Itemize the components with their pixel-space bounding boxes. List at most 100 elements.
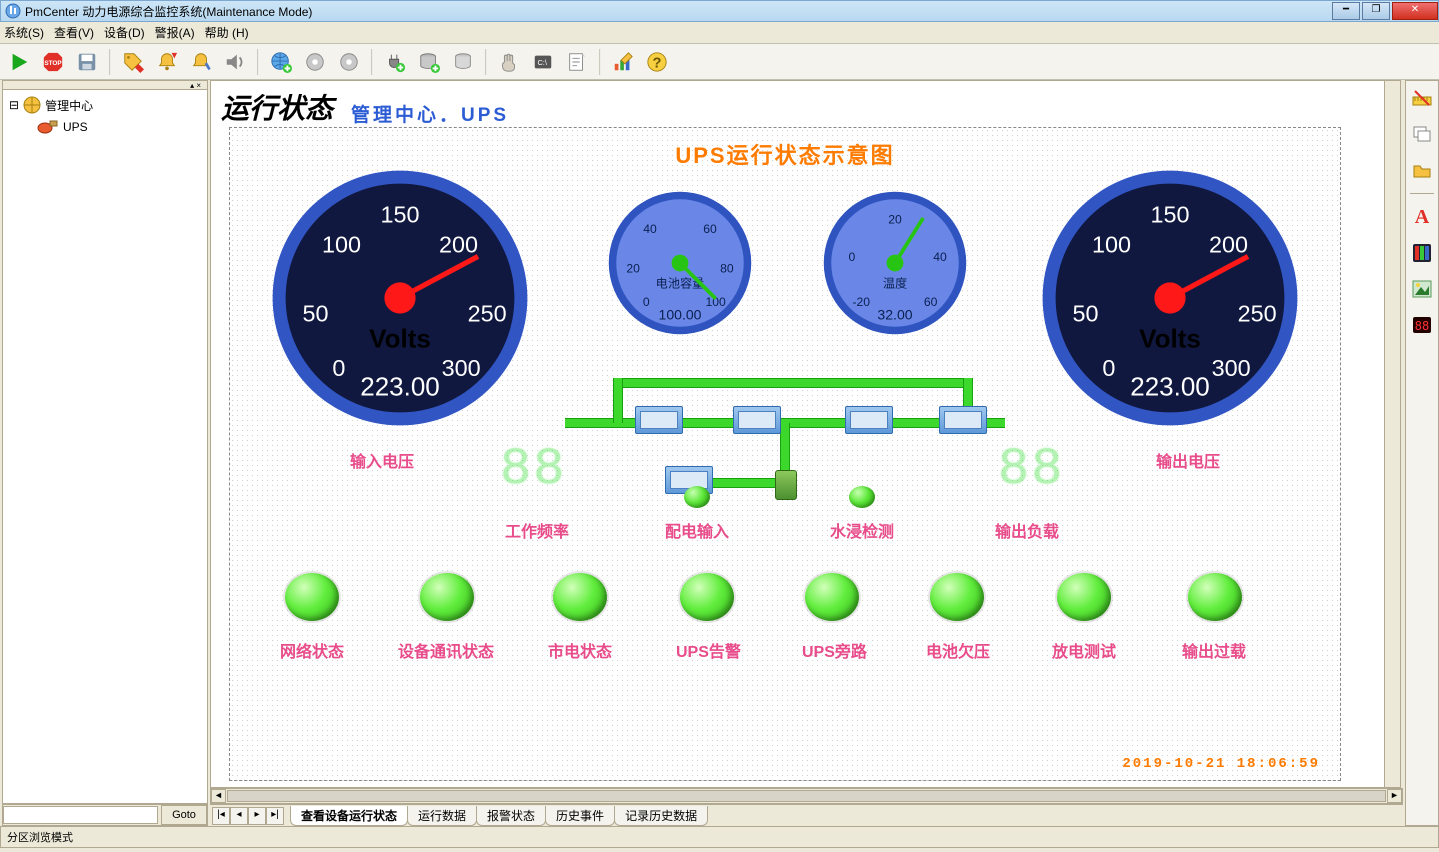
note-icon[interactable] <box>562 47 592 77</box>
tabs-bar: |◂ ◂ ▸ ▸| 查看设备运行状态 运行数据 报警状态 历史事件 记录历史数据 <box>210 804 1403 826</box>
led-output-load: 88 <box>998 440 1064 499</box>
lamp-network <box>285 573 339 621</box>
vertical-scrollbar[interactable] <box>1384 81 1400 787</box>
close-button[interactable]: ✕ <box>1392 2 1438 20</box>
menu-view[interactable]: 查看(V) <box>54 24 94 41</box>
svg-text:50: 50 <box>1072 300 1098 326</box>
bell-edit-icon[interactable] <box>186 47 216 77</box>
svg-text:300: 300 <box>442 355 481 381</box>
tab-nav-next[interactable]: ▸ <box>248 807 266 825</box>
dashboard-panel: UPS运行状态示意图 0 50 100 150 200 250 <box>229 127 1341 781</box>
tool-picture-icon[interactable] <box>1409 276 1435 302</box>
help-icon[interactable]: ? <box>642 47 672 77</box>
svg-text:20: 20 <box>888 213 902 227</box>
tool-rainbow-icon[interactable] <box>1409 240 1435 266</box>
tab-2[interactable]: 报警状态 <box>476 806 546 826</box>
tab-nav-prev[interactable]: ◂ <box>230 807 248 825</box>
svg-text:温度: 温度 <box>883 275 907 290</box>
speaker-icon[interactable] <box>220 47 250 77</box>
tab-0[interactable]: 查看设备运行状态 <box>290 806 408 826</box>
menu-bar: 系统(S) 查看(V) 设备(D) 警报(A) 帮助 (H) <box>0 22 1439 44</box>
label-output-load: 输出负载 <box>995 518 1059 542</box>
maximize-button[interactable]: ❐ <box>1362 2 1390 20</box>
page-path: 管理中心．UPS <box>351 100 509 127</box>
tools-chart-icon[interactable] <box>608 47 638 77</box>
svg-text:80: 80 <box>720 261 734 275</box>
menu-system[interactable]: 系统(S) <box>4 24 44 41</box>
left-pane: ▴ × ⊟ 管理中心 UPS Goto <box>0 80 210 826</box>
menu-help[interactable]: 帮助 (H) <box>205 24 249 41</box>
svg-text:Volts: Volts <box>369 323 431 353</box>
svg-text:50: 50 <box>302 300 328 326</box>
db-add-icon[interactable] <box>414 47 444 77</box>
terminal-icon[interactable]: C:\ <box>528 47 558 77</box>
tree-child-label: UPS <box>63 120 88 134</box>
tool-folder-icon[interactable] <box>1409 157 1435 183</box>
label-input-voltage: 输入电压 <box>350 448 414 472</box>
minimize-button[interactable]: ━ <box>1332 2 1360 20</box>
tab-3[interactable]: 历史事件 <box>545 806 615 826</box>
tab-1[interactable]: 运行数据 <box>407 806 477 826</box>
ups-dish-icon <box>37 118 59 136</box>
tab-nav-first[interactable]: |◂ <box>212 807 230 825</box>
tree-panel: ▴ × ⊟ 管理中心 UPS <box>2 80 208 804</box>
window-titlebar: PmCenter 动力电源综合监控系统(Maintenance Mode) ━ … <box>0 0 1439 22</box>
gauge-temp: -20 0 20 40 60 温度 32.00 <box>820 188 970 338</box>
pane-grip[interactable]: ▴ × <box>3 81 207 90</box>
page-header: 运行状态 管理中心．UPS <box>211 81 1351 133</box>
tab-4[interactable]: 记录历史数据 <box>614 806 708 826</box>
tool-text-icon[interactable]: A <box>1409 204 1435 230</box>
disc2-icon[interactable] <box>334 47 364 77</box>
menu-alarm[interactable]: 警报(A) <box>155 24 195 41</box>
run-button[interactable] <box>4 47 34 77</box>
svg-text:0: 0 <box>1102 355 1115 381</box>
tag-warn-icon[interactable] <box>118 47 148 77</box>
horizontal-scrollbar[interactable]: ◄ ► <box>210 788 1403 804</box>
label-input-power: 配电输入 <box>665 518 729 542</box>
tree-child-ups[interactable]: UPS <box>35 116 203 138</box>
label-status-1: 设备通讯状态 <box>398 638 494 662</box>
goto-button[interactable]: Goto <box>161 805 207 825</box>
db-grey-icon[interactable] <box>448 47 478 77</box>
right-toolbox: A 88 <box>1405 80 1439 826</box>
gauge-output-voltage: 0 50 100 150 200 250 300 Volts 223.00 <box>1040 168 1300 428</box>
svg-text:200: 200 <box>439 232 478 258</box>
svg-text:C:\: C:\ <box>538 57 548 66</box>
save-button[interactable] <box>72 47 102 77</box>
tool-led-icon[interactable]: 88 <box>1409 312 1435 338</box>
svg-text:223.00: 223.00 <box>1130 372 1210 402</box>
globe-icon <box>23 96 41 114</box>
timestamp: 2019-10-21 18:06:59 <box>1122 756 1320 772</box>
label-status-5: 电池欠压 <box>926 638 990 662</box>
lamp-input-power <box>684 486 710 508</box>
tool-stack-icon[interactable] <box>1409 121 1435 147</box>
lamp-water <box>849 486 875 508</box>
label-status-2: 市电状态 <box>548 638 612 662</box>
goto-bar: Goto <box>2 804 208 826</box>
svg-text:200: 200 <box>1209 232 1248 258</box>
globe-add-icon[interactable] <box>266 47 296 77</box>
window-title: PmCenter 动力电源综合监控系统(Maintenance Mode) <box>25 3 312 20</box>
hand-icon[interactable] <box>494 47 524 77</box>
svg-text:-20: -20 <box>852 295 870 309</box>
tool-ruler-icon[interactable] <box>1409 85 1435 111</box>
goto-input[interactable] <box>3 806 158 824</box>
expand-icon[interactable]: ⊟ <box>9 98 19 112</box>
stop-button[interactable]: STOP <box>38 47 68 77</box>
canvas: 运行状态 管理中心．UPS UPS运行状态示意图 0 50 100 <box>210 80 1401 788</box>
label-status-3: UPS告警 <box>676 638 741 662</box>
menu-device[interactable]: 设备(D) <box>104 24 145 41</box>
label-status-0: 网络状态 <box>280 638 344 662</box>
plug-add-icon[interactable] <box>380 47 410 77</box>
tab-nav-last[interactable]: ▸| <box>266 807 284 825</box>
svg-text:?: ? <box>653 55 662 71</box>
label-status-7: 输出过载 <box>1182 638 1246 662</box>
lamp-devcomm <box>420 573 474 621</box>
svg-text:100: 100 <box>1092 232 1131 258</box>
bell-warn-icon[interactable] <box>152 47 182 77</box>
svg-text:40: 40 <box>933 250 947 264</box>
flow-diagram <box>565 378 1005 508</box>
battery-icon <box>775 470 797 500</box>
tree-root[interactable]: ⊟ 管理中心 <box>7 94 203 116</box>
disc1-icon[interactable] <box>300 47 330 77</box>
